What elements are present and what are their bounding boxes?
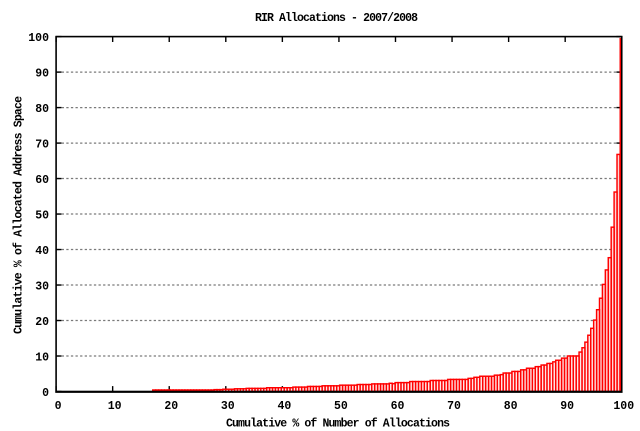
svg-text:30: 30: [35, 280, 49, 293]
svg-text:RIR Allocations - 2007/2008: RIR Allocations - 2007/2008: [255, 12, 418, 25]
svg-text:0: 0: [42, 387, 49, 400]
svg-text:70: 70: [447, 400, 461, 413]
svg-text:50: 50: [35, 209, 49, 222]
svg-text:80: 80: [504, 400, 518, 413]
svg-text:20: 20: [35, 316, 49, 329]
svg-text:90: 90: [560, 400, 574, 413]
svg-text:60: 60: [391, 400, 405, 413]
svg-text:30: 30: [221, 400, 235, 413]
svg-text:90: 90: [35, 67, 49, 80]
svg-text:10: 10: [108, 400, 122, 413]
svg-text:40: 40: [35, 245, 49, 258]
svg-text:40: 40: [277, 400, 291, 413]
svg-text:100: 100: [613, 400, 634, 413]
svg-text:0: 0: [55, 400, 62, 413]
svg-text:60: 60: [35, 174, 49, 187]
svg-text:70: 70: [35, 138, 49, 151]
svg-text:10: 10: [35, 351, 49, 364]
svg-text:Cumulative % of Allocated Addr: Cumulative % of Allocated Address Space: [13, 96, 26, 334]
svg-text:50: 50: [334, 400, 348, 413]
svg-text:20: 20: [164, 400, 178, 413]
svg-text:100: 100: [28, 32, 49, 45]
svg-text:80: 80: [35, 103, 49, 116]
svg-text:Cumulative % of Number of Allo: Cumulative % of Number of Allocations: [226, 418, 450, 431]
